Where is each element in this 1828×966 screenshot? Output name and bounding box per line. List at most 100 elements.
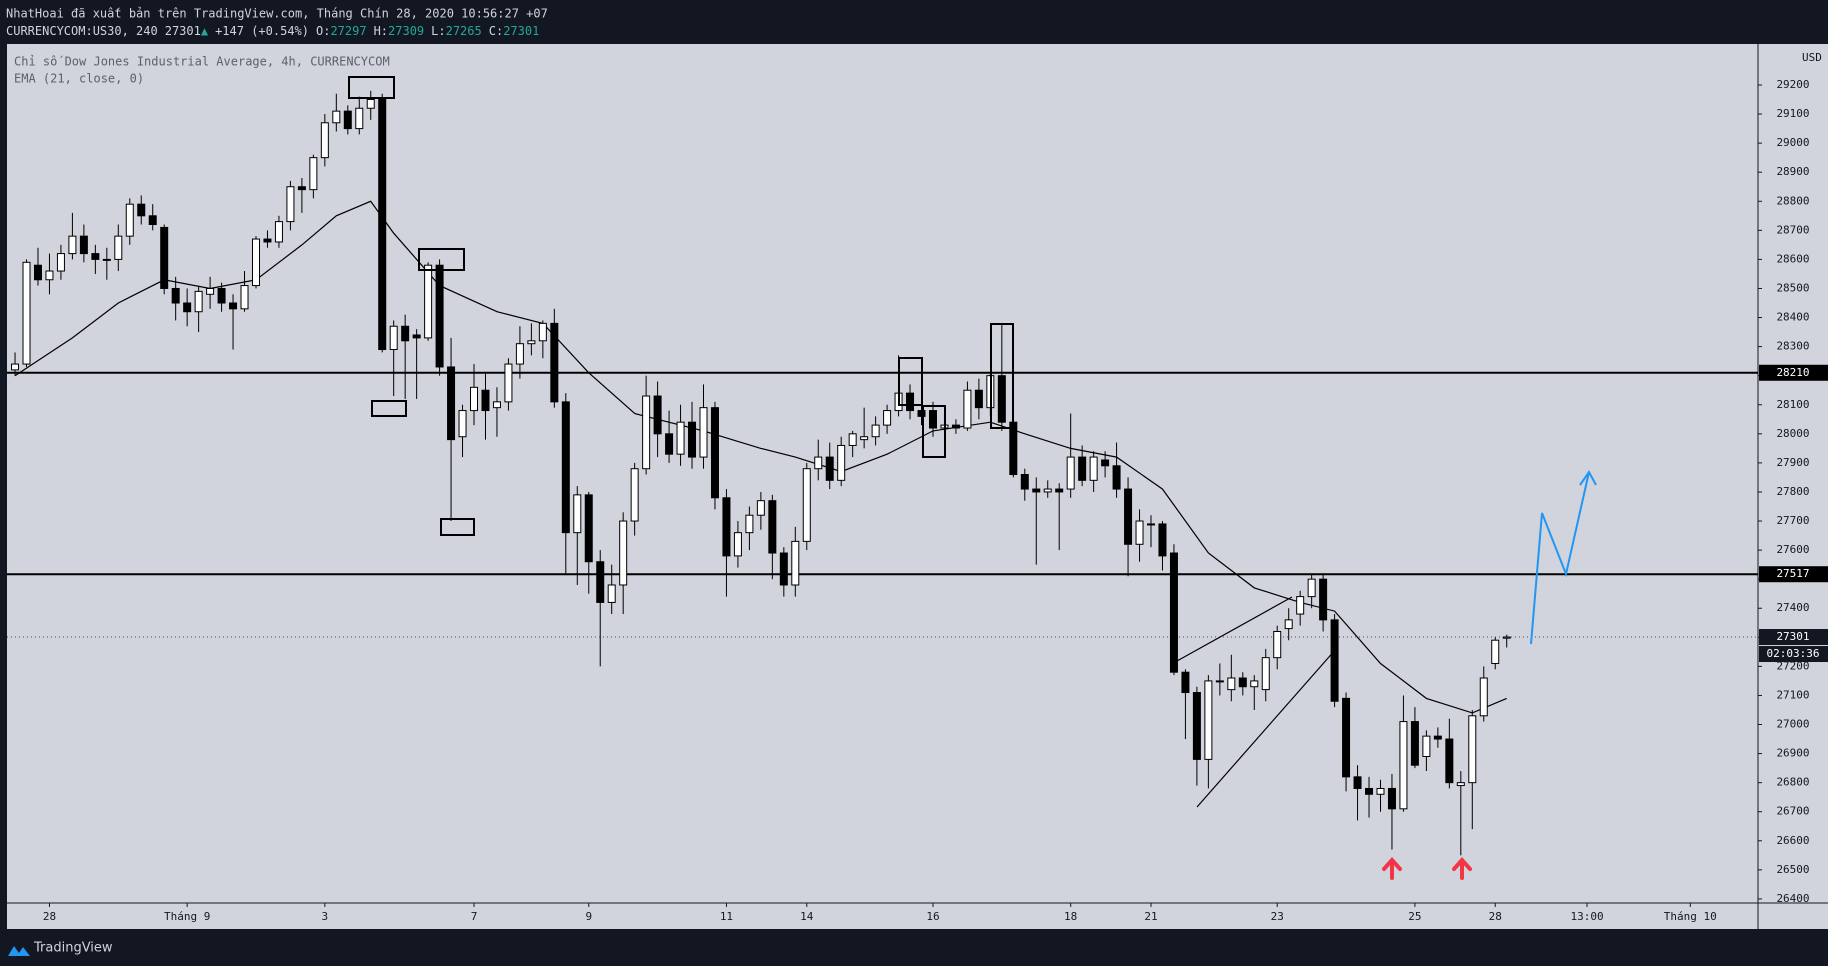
low-label: L: <box>431 24 445 38</box>
candle-body <box>251 238 260 287</box>
last-price-box <box>1759 629 1828 646</box>
candle-body <box>1399 721 1408 810</box>
countdown-box <box>1759 646 1828 663</box>
box-drawing <box>990 323 1014 429</box>
countdown: 02:03:36 <box>1767 647 1820 660</box>
candle-body <box>286 186 295 223</box>
x-tick-label: 14 <box>800 910 814 923</box>
candle-body <box>68 235 77 255</box>
candle-body <box>91 253 100 260</box>
candle-body <box>1410 721 1419 766</box>
candle-body <box>1135 520 1144 545</box>
candle-body <box>45 270 54 281</box>
candle-body <box>1387 787 1396 810</box>
candle-body <box>217 287 226 304</box>
candle-body <box>1158 523 1167 557</box>
candle-body <box>825 456 834 481</box>
candle-body <box>412 334 421 339</box>
candle-body <box>1101 459 1110 467</box>
y-tick-label: 27800 <box>1776 485 1809 498</box>
y-tick-label: 26700 <box>1776 805 1809 818</box>
candle-body <box>997 375 1006 423</box>
footer <box>0 929 1828 966</box>
candle-body <box>1376 787 1385 795</box>
box-drawing <box>371 400 407 417</box>
candle-body <box>1147 523 1156 526</box>
candle-body <box>1273 630 1282 659</box>
candle-body <box>584 494 593 563</box>
x-tick-label: Tháng 10 <box>1664 910 1717 923</box>
x-tick-label: 25 <box>1408 910 1421 923</box>
candle-body <box>447 366 456 441</box>
candle-body <box>137 203 146 217</box>
last-price-label: 27301 <box>1776 630 1809 643</box>
low: 27265 <box>446 24 482 38</box>
x-tick-label: 18 <box>1064 910 1077 923</box>
candle-body <box>102 258 111 261</box>
x-tick-label: 7 <box>471 910 478 923</box>
candle-body <box>745 514 754 534</box>
candle-body <box>229 302 238 310</box>
candle-body <box>56 253 65 272</box>
candle-body <box>424 264 433 339</box>
candle-body <box>722 497 731 557</box>
candle-body <box>1009 421 1018 476</box>
candle-body <box>194 290 203 313</box>
last: 27301 <box>165 24 201 38</box>
high-label: H: <box>374 24 388 38</box>
indicator-label: EMA (21, close, 0) <box>14 72 144 86</box>
candle-body <box>619 520 628 586</box>
drawings <box>348 76 1597 880</box>
y-tick-label: 27400 <box>1776 601 1809 614</box>
candle-body <box>653 395 662 435</box>
candle-body <box>515 343 524 365</box>
box-drawing <box>922 405 946 458</box>
candle-body <box>1192 692 1201 760</box>
y-tick-label: 28800 <box>1776 194 1809 207</box>
trend-line <box>1196 648 1337 808</box>
publish-line: NhatHoai đã xuất bản trên TradingView.co… <box>6 7 548 21</box>
y-tick-label: 27600 <box>1776 543 1809 556</box>
y-tick-label: 27200 <box>1776 659 1809 672</box>
y-tick-label: 26400 <box>1776 892 1809 905</box>
candle-body <box>1296 596 1305 615</box>
y-tick-label: 28100 <box>1776 398 1809 411</box>
box-drawing <box>348 76 395 99</box>
box-drawing <box>898 357 923 406</box>
candle-body <box>481 389 490 412</box>
candle-body <box>297 186 306 191</box>
candle-body <box>1215 680 1224 683</box>
axis-layer: 26400 26500 26600 26700 26800 26900 27000 27100… <box>43 78 1828 923</box>
candle-body <box>1204 680 1213 760</box>
candle-body <box>206 287 215 295</box>
candle-body <box>951 424 960 429</box>
candle-body <box>688 421 697 458</box>
x-tick-label: 9 <box>585 910 592 923</box>
candle-body <box>435 264 444 368</box>
x-tick-label: 13:00 <box>1570 910 1603 923</box>
y-tick-label: 28000 <box>1776 427 1809 440</box>
y-tick-label: 28300 <box>1776 340 1809 353</box>
candle-body <box>79 235 88 255</box>
close: 27301 <box>503 24 539 38</box>
candle-body <box>1445 738 1454 784</box>
candle-body <box>733 532 742 557</box>
y-tick-label: 26600 <box>1776 834 1809 847</box>
candle-body <box>1342 697 1351 778</box>
high: 27309 <box>388 24 424 38</box>
y-tick-label: 28400 <box>1776 311 1809 324</box>
candle-body <box>665 433 674 455</box>
open-label: O: <box>316 24 330 38</box>
candle-body <box>504 363 513 403</box>
level-label: 28210 <box>1776 366 1809 379</box>
candle-body <box>1330 619 1339 702</box>
candle-body <box>906 392 915 412</box>
candle-body <box>860 436 869 441</box>
candle-body <box>768 500 777 554</box>
candle-body <box>699 407 708 458</box>
candle-body <box>596 561 605 603</box>
candle-body <box>1169 552 1178 673</box>
x-tick-label: 21 <box>1144 910 1157 923</box>
signal-arrow <box>1382 856 1402 880</box>
